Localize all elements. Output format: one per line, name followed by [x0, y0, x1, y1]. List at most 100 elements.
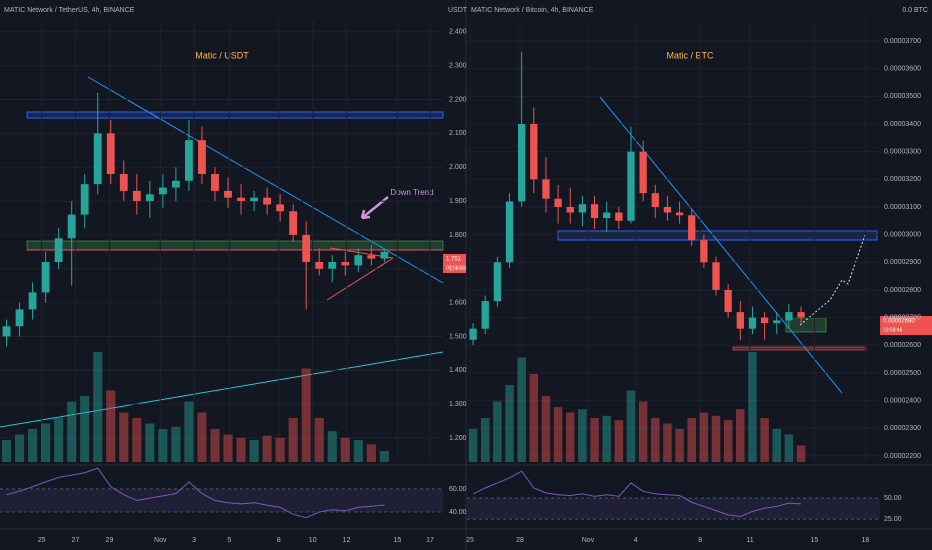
volume-bar — [353, 440, 363, 462]
volume-bar — [493, 401, 502, 462]
candle-body — [603, 212, 611, 219]
volume-bar — [340, 437, 350, 462]
candle-body — [171, 180, 180, 188]
candle-body — [367, 255, 376, 259]
y-tick-label: 2.200 — [449, 96, 467, 103]
candle-body — [93, 133, 102, 185]
x-tick-label: 28 — [516, 537, 524, 544]
arrow — [360, 196, 389, 220]
time-label: 03:58:46 — [883, 327, 903, 333]
y-tick-label: 0.00002800 — [884, 287, 921, 294]
volume-bar — [651, 418, 660, 462]
y-tick-label: 2.000 — [449, 164, 467, 171]
rsi-band — [0, 488, 443, 512]
volume-bar — [699, 412, 709, 462]
candle-body — [106, 133, 115, 174]
y-tick-label: 0.00002200 — [884, 453, 921, 460]
candle-body — [41, 261, 50, 293]
candle-body — [493, 262, 502, 302]
candle-body — [2, 326, 11, 337]
volume-bar — [41, 423, 51, 462]
volume-bar — [28, 429, 38, 462]
rsi-tick-label: 40.00 — [449, 509, 467, 516]
candle-body — [354, 255, 363, 266]
volume-bar — [529, 374, 539, 462]
candle-body — [785, 312, 793, 321]
y-tick-label: 2.400 — [449, 29, 467, 36]
volume-bar — [553, 407, 563, 462]
candle-body — [315, 261, 324, 269]
volume-bar — [663, 423, 672, 462]
axis-unit: 0.0 BTC — [902, 7, 928, 14]
y-tick-label: 0.00003300 — [884, 149, 921, 156]
candle-body — [132, 190, 141, 202]
candle-body — [54, 238, 63, 262]
y-tick-label: 0.00003000 — [884, 231, 921, 238]
y-tick-label: 0.00002600 — [884, 342, 921, 349]
volume-bar — [505, 385, 514, 462]
x-tick-label: 10 — [309, 537, 317, 544]
x-tick-label: 29 — [106, 537, 114, 544]
y-tick-label: 1.800 — [449, 232, 467, 239]
y-tick-label: 0.00002500 — [884, 370, 921, 377]
volume-bar — [106, 390, 116, 462]
volume-bar — [541, 396, 551, 462]
x-tick-label: 8 — [277, 537, 281, 544]
candle-body — [675, 212, 684, 216]
volume-bar — [210, 429, 220, 462]
candle-body — [15, 309, 24, 327]
candle-body — [341, 261, 350, 266]
candle-body — [302, 234, 311, 262]
rsi-tick-label: 60.00 — [449, 486, 467, 493]
volume-bar — [275, 437, 285, 462]
trend-line — [0, 351, 444, 428]
candle-body — [590, 204, 599, 219]
trend-line — [599, 96, 843, 394]
candle-body — [518, 124, 526, 202]
price-tag — [880, 316, 932, 335]
candle-body — [481, 301, 489, 329]
volume-bar — [158, 429, 168, 462]
candle-body — [119, 173, 128, 191]
volume-bar — [119, 412, 129, 462]
candle-body — [639, 151, 647, 194]
volume-bar — [675, 429, 684, 462]
rsi-tick-label: 25.00 — [884, 516, 902, 523]
candle-body — [198, 140, 206, 174]
candle-body — [773, 320, 781, 324]
volume-bar — [517, 357, 526, 462]
candle-body — [289, 211, 298, 235]
volume-bar — [184, 401, 194, 462]
header: MATIC Network / TetherUS, 4h, BINANCE — [4, 7, 135, 14]
candle-body — [712, 262, 720, 290]
candle-body — [80, 184, 89, 215]
candle-body — [615, 212, 623, 221]
resistance-zone — [26, 111, 444, 119]
y-tick-label: 0.00003600 — [884, 66, 921, 73]
candle-body — [760, 317, 769, 324]
volume-bar — [638, 401, 648, 462]
resistance-zone — [557, 230, 878, 241]
volume-bar — [145, 423, 155, 462]
volume-bar — [760, 418, 769, 462]
rsi-line — [6, 467, 385, 519]
volume-bar — [578, 409, 587, 462]
y-tick-label: 0.00002900 — [884, 259, 921, 266]
candle-body — [237, 197, 245, 202]
y-tick-label: 1.200 — [449, 435, 467, 442]
volume-bar — [249, 440, 259, 462]
volume-bar — [796, 445, 806, 462]
price-tag — [443, 254, 466, 273]
candle-body — [67, 214, 76, 239]
y-tick-label: 0.00003700 — [884, 38, 921, 45]
volume-bar — [93, 352, 103, 462]
y-tick-label: 0.00002700 — [884, 314, 921, 321]
volume-bar — [132, 418, 142, 462]
candle-body — [145, 194, 154, 202]
volume-bar — [54, 418, 64, 462]
volume-bar — [602, 415, 611, 462]
x-tick-label: 18 — [862, 537, 870, 544]
x-tick-label: 17 — [426, 537, 434, 544]
x-tick-label: 15 — [393, 537, 401, 544]
volume-bar — [711, 415, 721, 462]
